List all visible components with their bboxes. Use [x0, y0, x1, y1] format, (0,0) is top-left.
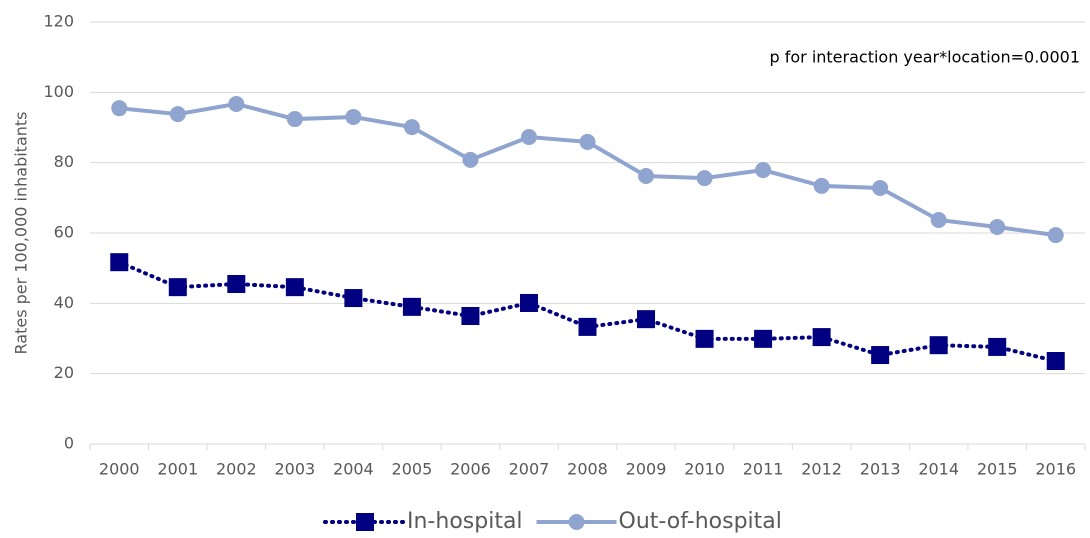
marker	[637, 310, 656, 329]
x-tick-label: 2007	[509, 460, 550, 479]
marker	[988, 337, 1007, 356]
y-tick-label: 60	[54, 223, 74, 242]
x-tick-label: 2004	[333, 460, 374, 479]
y-tick-label: 80	[54, 152, 74, 171]
marker	[285, 278, 304, 297]
marker	[227, 274, 246, 293]
marker	[403, 119, 420, 136]
marker	[812, 328, 831, 347]
marker	[228, 95, 245, 112]
series-line	[119, 101, 1057, 238]
marker	[462, 151, 479, 168]
series-line	[117, 260, 1058, 364]
x-tick-label: 2002	[216, 460, 257, 479]
marker	[930, 211, 947, 228]
x-tick-label: 2003	[274, 460, 315, 479]
marker	[578, 317, 597, 336]
x-tick-label: 2008	[567, 460, 608, 479]
marker	[1046, 352, 1065, 371]
marker	[111, 100, 128, 117]
x-tick-label: 2015	[977, 460, 1018, 479]
marker	[169, 106, 186, 123]
y-tick-label: 40	[54, 293, 74, 312]
marker	[168, 278, 187, 297]
y-tick-label: 100	[43, 82, 74, 101]
x-tick-label: 2012	[801, 460, 842, 479]
marker	[461, 306, 480, 325]
marker	[402, 297, 421, 316]
marker	[695, 329, 714, 348]
x-tick-label: 2000	[99, 460, 140, 479]
y-tick-label: 20	[54, 363, 74, 382]
y-tick-label: 0	[64, 434, 74, 453]
marker	[286, 111, 303, 128]
legend-label: In-hospital	[407, 509, 523, 534]
x-tick-label: 2001	[157, 460, 198, 479]
marker	[1047, 227, 1064, 244]
annotation: p for interaction year*location=0.0001	[769, 48, 1080, 67]
marker	[110, 253, 129, 272]
marker	[520, 128, 537, 145]
marker	[813, 177, 830, 194]
x-tick-label: 2006	[450, 460, 491, 479]
legend-marker	[568, 514, 585, 530]
x-tick-label: 2013	[860, 460, 901, 479]
x-tick-label: 2011	[743, 460, 784, 479]
marker	[871, 346, 890, 365]
marker	[579, 133, 596, 150]
marker	[754, 329, 773, 348]
marker	[638, 168, 655, 185]
marker	[696, 170, 713, 187]
marker	[344, 289, 363, 308]
marker	[989, 219, 1006, 236]
marker	[345, 108, 362, 125]
y-tick-label: 120	[43, 12, 74, 31]
x-tick-label: 2005	[392, 460, 433, 479]
marker	[519, 293, 538, 312]
x-tick-label: 2016	[1035, 460, 1076, 479]
marker	[929, 336, 948, 355]
legend-label: Out-of-hospital	[619, 509, 782, 534]
marker	[872, 179, 889, 196]
legend-marker	[356, 513, 374, 531]
x-tick-label: 2014	[918, 460, 959, 479]
y-axis-label: Rates per 100,000 inhabitants	[12, 112, 31, 355]
x-tick-label: 2010	[684, 460, 725, 479]
x-tick-label: 2009	[626, 460, 667, 479]
marker	[755, 162, 772, 179]
